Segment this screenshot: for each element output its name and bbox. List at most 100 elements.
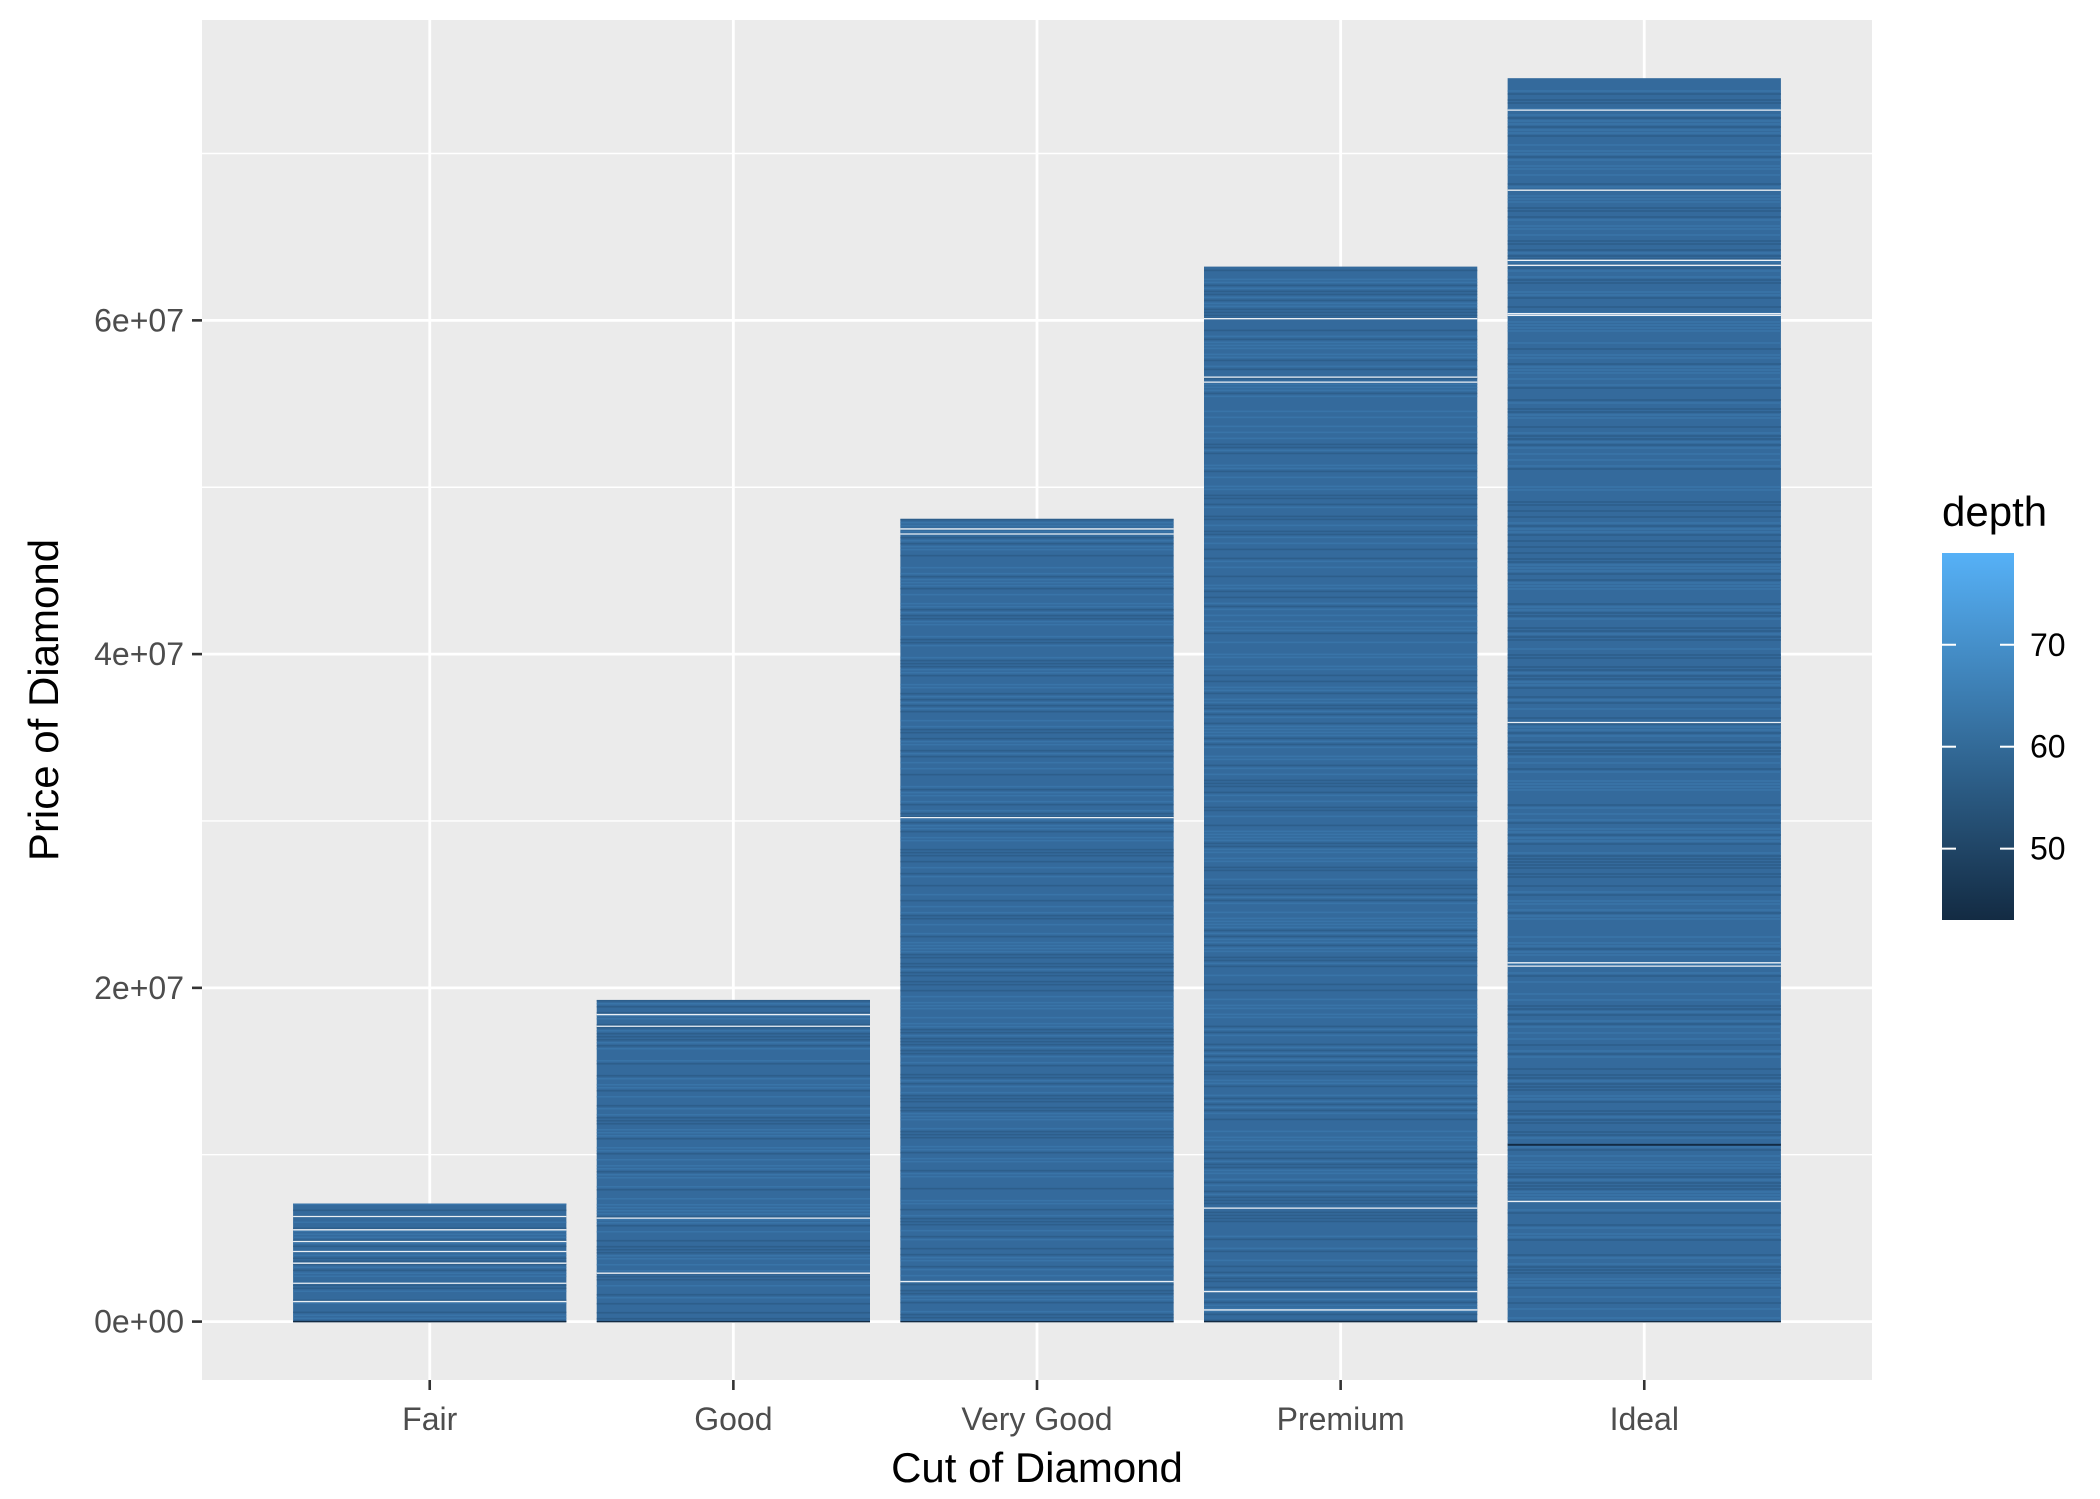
bar-stripe <box>1507 612 1781 614</box>
bar-stripe <box>596 1197 870 1200</box>
bar-stripe <box>1507 402 1781 404</box>
bar-stripe <box>1507 468 1781 470</box>
bar-stripe <box>1204 344 1478 347</box>
bar-stripe <box>1507 411 1781 413</box>
bar-stripe <box>1507 1026 1781 1028</box>
bar-stripe <box>1204 923 1478 926</box>
bar-stripe <box>900 1109 1174 1112</box>
bar-stripe <box>1507 1008 1781 1010</box>
bar-stripe <box>1507 699 1781 701</box>
bar-stripe <box>596 1212 870 1215</box>
bar-premium <box>1204 266 1478 1323</box>
bar-stripe <box>1204 1313 1478 1316</box>
bar-stripe <box>596 1131 870 1134</box>
bar-stripe <box>596 1275 870 1278</box>
bar-stripe <box>1204 713 1478 716</box>
bar-stripe <box>900 953 1174 956</box>
bar-stripe <box>1204 1028 1478 1031</box>
bar-stripe <box>900 1052 1174 1055</box>
bar-stripe <box>1204 278 1478 281</box>
bar-stripe <box>596 1116 870 1119</box>
bar-stripe <box>900 1292 1174 1295</box>
bar-stripe <box>900 1130 1174 1133</box>
bar-stripe <box>596 1119 870 1122</box>
bar-stripe <box>1507 1209 1781 1211</box>
bar-stripe <box>1507 438 1781 440</box>
bar-stripe <box>900 530 1174 533</box>
bar-stripe <box>596 1035 870 1038</box>
bar-stripe <box>1204 311 1478 314</box>
bar-stripe <box>1507 135 1781 137</box>
bar-stripe <box>1204 299 1478 302</box>
x-tick-label: Very Good <box>961 1401 1112 1437</box>
bar-stripe <box>1507 1155 1781 1157</box>
bar-stripe <box>1507 567 1781 569</box>
bar-stripe <box>1507 282 1781 284</box>
bar-stripe <box>1507 1254 1781 1256</box>
bar-stripe <box>1507 1278 1781 1280</box>
bar-stripe <box>1204 1250 1478 1253</box>
bar-stripe <box>1507 909 1781 911</box>
bar-stripe <box>900 611 1174 614</box>
bar-stripe <box>1507 552 1781 554</box>
bar-stripe <box>1507 279 1781 281</box>
bar-stripe <box>1507 1263 1781 1265</box>
bar-stripe <box>900 587 1174 590</box>
bar-stripe <box>1507 1317 1781 1319</box>
bar-stripe <box>1507 858 1781 860</box>
bar-stripe <box>900 641 1174 644</box>
bar-stripe <box>1204 665 1478 668</box>
bar-stripe <box>596 1311 870 1314</box>
bar-stripe <box>900 800 1174 803</box>
bar-stripe <box>900 1064 1174 1067</box>
bar-stripe <box>900 1091 1174 1094</box>
bar-stripe <box>1204 1145 1478 1148</box>
bar-stripe <box>1507 981 1781 983</box>
bar-stripe <box>900 620 1174 623</box>
bar-stripe <box>1204 932 1478 935</box>
bar-stripe <box>596 1215 870 1218</box>
bar-stripe <box>1507 837 1781 839</box>
bar-stripe <box>1507 744 1781 746</box>
bar-stripe <box>900 791 1174 794</box>
bar-stripe <box>1507 261 1781 263</box>
bar-stripe <box>1204 1286 1478 1289</box>
bar-stripe <box>1204 1016 1478 1019</box>
bar-stripe <box>596 1269 870 1272</box>
bar-stripe <box>293 1269 567 1272</box>
bar-stripe <box>1507 150 1781 152</box>
bar-stripe <box>293 1254 567 1257</box>
bar-stripe <box>1204 530 1478 533</box>
bar-stripe <box>1204 884 1478 887</box>
bar-stripe <box>900 638 1174 641</box>
bar-stripe <box>1204 470 1478 473</box>
bar-stripe <box>1507 252 1781 254</box>
bar-stripe <box>596 1137 870 1140</box>
bar-stripe <box>1204 935 1478 938</box>
bar-stripe <box>900 1169 1174 1172</box>
bar-stripe <box>293 1311 567 1314</box>
bar-stripe <box>1204 1013 1478 1016</box>
bar-stripe <box>1204 1055 1478 1058</box>
bar-stripe <box>900 1160 1174 1163</box>
bar-stripe <box>1507 327 1781 329</box>
bar-stripe <box>1507 1236 1781 1238</box>
bar-stripe <box>900 1151 1174 1154</box>
bar-stripe <box>1507 993 1781 995</box>
bar-stripe <box>1204 383 1478 386</box>
bar-stripe <box>1507 723 1781 725</box>
bar-stripe <box>1507 582 1781 584</box>
bar-stripe <box>1204 1214 1478 1217</box>
bar-stripe <box>596 1014 870 1017</box>
bar-stripe <box>1204 1082 1478 1085</box>
bar-stripe <box>900 686 1174 689</box>
bar-stripe <box>900 692 1174 695</box>
bar-stripe <box>1204 824 1478 827</box>
bar-stripe <box>1507 219 1781 221</box>
bar-stripe <box>900 821 1174 824</box>
bar-stripe <box>900 683 1174 686</box>
bar-stripe <box>900 788 1174 791</box>
bar-stripe <box>596 1023 870 1026</box>
bar-stripe <box>596 1086 870 1089</box>
bar-stripe <box>900 1256 1174 1259</box>
